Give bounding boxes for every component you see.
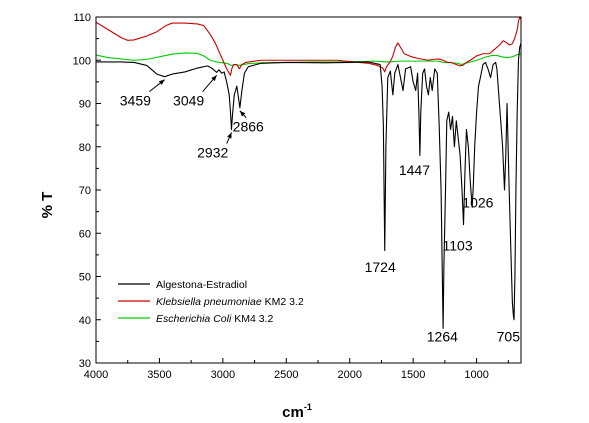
series-line-2: [96, 52, 521, 66]
peak-label-2932: 2932: [197, 145, 228, 161]
peak-label-1264: 1264: [427, 328, 458, 344]
x-tick-label-2000: 2000: [337, 369, 361, 381]
series-line-0: [96, 42, 521, 329]
plot-background: [96, 17, 521, 363]
peak-label-3049: 3049: [173, 93, 204, 109]
x-tick-label-3500: 3500: [147, 369, 171, 381]
legend-label-klebsiella-italic: Klebsiella pneumoniae: [156, 296, 262, 308]
legend-label-klebsiella: Klebsiella pneumoniae KM2 3.2: [156, 296, 304, 308]
peak-label-1724: 1724: [365, 259, 396, 275]
peak-label-2866: 2866: [233, 119, 264, 135]
peak-label-1447: 1447: [399, 162, 430, 178]
y-tick-label-40: 40: [79, 315, 91, 327]
x-axis-title-sup: -1: [304, 402, 312, 412]
legend-label-escherichia: Escherichia Coli KM4 3.2: [156, 313, 273, 325]
y-tick-label-110: 110: [73, 12, 91, 24]
y-tick-label-90: 90: [79, 99, 91, 111]
y-tick-label-60: 60: [79, 228, 91, 240]
series-line-1: [96, 17, 521, 76]
x-tick-label-3000: 3000: [211, 369, 235, 381]
y-tick-label-30: 30: [79, 358, 91, 370]
y-tick-label-100: 100: [73, 55, 91, 67]
peak-label-705: 705: [497, 328, 521, 344]
x-tick-label-1000: 1000: [464, 369, 488, 381]
x-tick-label-4000: 4000: [84, 369, 108, 381]
y-tick-label-70: 70: [79, 185, 91, 197]
peak-label-1103: 1103: [443, 238, 473, 254]
peak-label-1026: 1026: [462, 194, 493, 210]
peak-label-3459: 3459: [120, 93, 151, 109]
legend-label-escherichia-italic: Escherichia Coli: [156, 313, 232, 325]
peak-arrow-head-2866: [239, 110, 246, 117]
peak-arrow-head-3049: [211, 75, 217, 82]
x-axis-title: cm-1: [282, 402, 312, 421]
y-tick-label-50: 50: [79, 272, 91, 284]
x-axis-title-base: cm: [282, 404, 304, 421]
y-axis-title: % T: [39, 192, 56, 219]
peak-arrow-head-2932: [227, 132, 232, 139]
peak-arrow-head-3459: [158, 79, 165, 85]
legend-label-klebsiella-suffix: KM2 3.2: [262, 296, 304, 308]
x-tick-label-1500: 1500: [401, 369, 425, 381]
legend-label-algestona: Algestona-Estradiol: [156, 279, 247, 291]
legend-label-escherichia-suffix: KM4 3.2: [231, 313, 273, 325]
y-tick-label-80: 80: [79, 142, 91, 154]
legend: Algestona-Estradiol Klebsiella pneumonia…: [118, 279, 304, 325]
annotation-layer: 3459 3049 2932 2866 1724 1447 1264 1103 1026 705: [120, 75, 520, 344]
plot-frame: [95, 16, 522, 364]
x-tick-label-2500: 2500: [274, 369, 298, 381]
series-layer: [96, 17, 521, 329]
